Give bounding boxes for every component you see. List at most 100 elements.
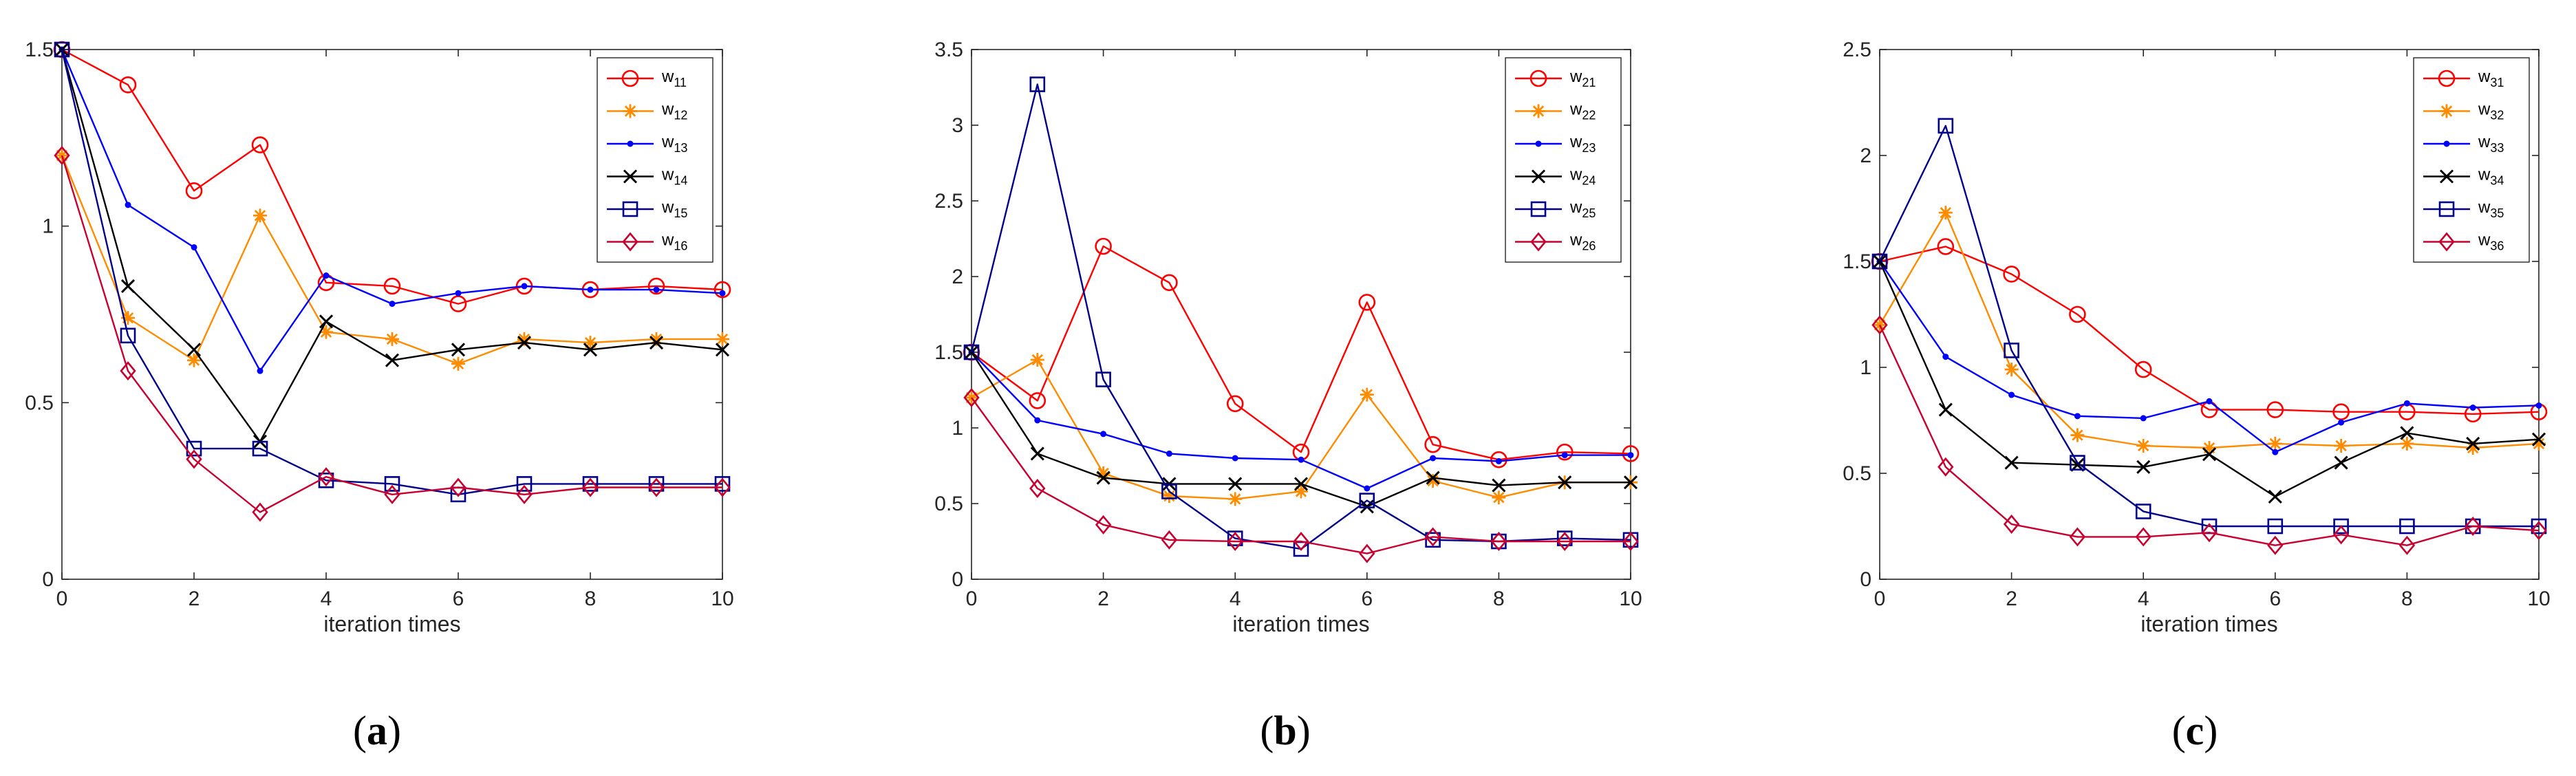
data-point (1938, 118, 1954, 134)
data-point (1161, 484, 1177, 499)
legend-label-name: w (1569, 67, 1582, 86)
legend-marker (2439, 169, 2454, 184)
legend-label-name: w (2478, 67, 2491, 86)
data-point (2003, 266, 2020, 283)
series-w36 (1871, 315, 2547, 555)
data-point (583, 343, 598, 357)
data-point (716, 332, 729, 346)
panel-label-open: ( (1260, 708, 1274, 753)
data-point (2202, 447, 2217, 462)
data-point (1359, 493, 1375, 508)
data-point (2531, 432, 2546, 446)
legend-item-w12: w12 (607, 100, 687, 122)
data-point (2003, 514, 2020, 534)
legend-marker (1530, 232, 1547, 252)
series-w16 (54, 145, 731, 522)
data-point (1226, 395, 1244, 413)
panel-label-letter: b (1274, 708, 1296, 753)
data-point (1622, 445, 1640, 462)
data-point (1298, 456, 1305, 463)
data-point (54, 145, 70, 166)
data-point (1556, 443, 1574, 461)
data-point (2400, 436, 2414, 451)
legend-label-name: w (661, 67, 674, 86)
data-point (1358, 294, 1376, 311)
data-point (647, 277, 665, 295)
y-tick-label: 2 (952, 266, 963, 288)
data-point (1426, 474, 1440, 488)
panel-label-open: ( (353, 708, 367, 753)
series-w26 (963, 387, 1639, 563)
legend-label-subscript: 33 (2490, 141, 2504, 155)
legend-item-w24: w24 (1515, 166, 1596, 188)
legend-label: w36 (2478, 231, 2504, 253)
x-tick-label: 8 (2401, 588, 2413, 610)
panel-label: (a) (353, 708, 401, 753)
data-point (119, 76, 137, 94)
data-point (2398, 535, 2416, 555)
y-tick-label: 0 (952, 568, 963, 591)
data-point (517, 332, 531, 346)
data-point (319, 314, 334, 329)
y-tick-label: 1 (1860, 356, 1871, 379)
series-line (61, 49, 722, 495)
data-point (2268, 489, 2282, 504)
x-tick-label: 2 (1097, 588, 1109, 610)
series-w13 (58, 46, 726, 374)
x-axis-label: iteration times (1232, 612, 1369, 636)
data-point (648, 477, 665, 497)
panel-label-close: ) (2204, 708, 2218, 753)
data-point (1492, 478, 1506, 493)
y-tick-label: 0.5 (1843, 462, 1871, 485)
data-point (1425, 532, 1441, 548)
data-point (318, 467, 334, 487)
data-point (1162, 489, 1177, 503)
data-point (1942, 354, 1949, 360)
legend-item-w21: w21 (1515, 67, 1596, 89)
legend-item-w22: w22 (1515, 100, 1596, 122)
data-point (257, 367, 264, 374)
legend-label-subscript: 32 (2490, 109, 2504, 122)
legend-marker (1530, 201, 1547, 217)
data-point (1424, 527, 1441, 547)
legend-label-subscript: 22 (1582, 109, 1596, 122)
data-point (187, 353, 201, 367)
data-point (2135, 504, 2151, 519)
data-point (2069, 305, 2086, 323)
data-point (1294, 484, 1308, 499)
panel-label-close: ) (1297, 708, 1311, 753)
data-point (1034, 417, 1041, 424)
data-point (2532, 436, 2546, 451)
panel-label-letter: c (2186, 708, 2204, 753)
legend-marker (621, 69, 639, 87)
panel-label: (c) (2172, 708, 2218, 753)
data-point (1227, 530, 1243, 546)
y-tick-label: 1.5 (1843, 250, 1871, 273)
legend-label-subscript: 36 (2490, 239, 2504, 253)
data-point (2074, 413, 2081, 420)
data-point (1871, 315, 1888, 335)
x-axis-label: iteration times (2140, 612, 2277, 636)
series-w32 (1873, 206, 2546, 455)
x-tick-label: 10 (1619, 588, 1642, 610)
legend-label-name: w (661, 133, 674, 151)
data-point (455, 290, 462, 297)
legend-label: w35 (2478, 198, 2504, 220)
data-point (521, 283, 528, 290)
data-point (649, 336, 664, 350)
legend-box (2413, 57, 2530, 263)
data-point (1096, 466, 1110, 480)
legend-item-w23: w23 (1515, 133, 1596, 155)
data-point (2403, 400, 2410, 407)
data-point (2399, 518, 2415, 535)
legend-item-w35: w35 (2423, 198, 2504, 220)
legend-box (597, 57, 713, 263)
legend-label: w21 (1569, 67, 1596, 89)
legend-label: w15 (661, 198, 687, 220)
data-point (186, 449, 202, 469)
data-point (1227, 531, 1243, 552)
